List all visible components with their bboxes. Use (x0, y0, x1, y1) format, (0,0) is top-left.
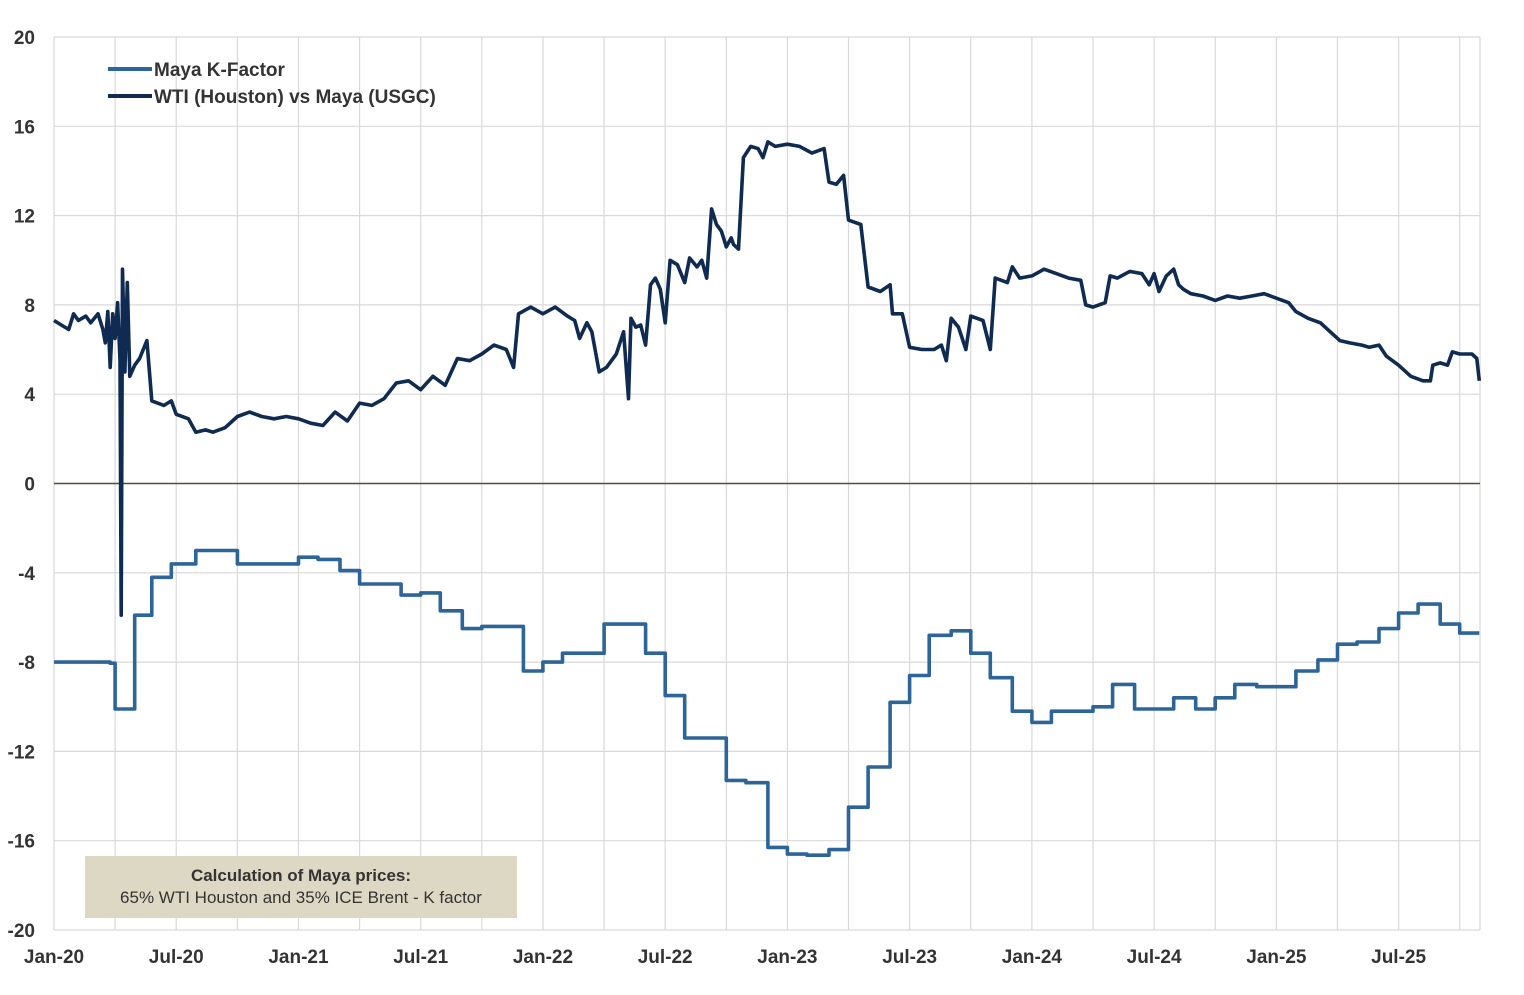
y-tick-label: -20 (8, 921, 35, 942)
x-tick-label: Jan-23 (757, 947, 817, 968)
series-lines (53, 140, 1482, 857)
y-tick-label: -4 (18, 564, 35, 585)
legend-label-wti-maya: WTI (Houston) vs Maya (USGC) (154, 87, 436, 108)
legend: Maya K-Factor WTI (Houston) vs Maya (USG… (108, 60, 436, 108)
y-tick-label: -12 (8, 742, 35, 763)
x-tick-label: Jul-25 (1371, 947, 1426, 968)
x-tick-label: Jul-23 (882, 947, 937, 968)
y-tick-label: -8 (18, 653, 35, 674)
x-tick-label: Jan-25 (1246, 947, 1307, 968)
note-title: Calculation of Maya prices: (190, 866, 412, 885)
y-tick-label: -16 (8, 832, 35, 853)
y-tick-label: 20 (14, 28, 35, 49)
y-tick-label: 4 (24, 385, 35, 406)
y-axis-ticks: 20 16 12 8 4 0 -4 -8 -12 -16 -20 (8, 28, 36, 942)
series-line-k-factor (54, 548, 1480, 857)
x-tick-label: Jan-24 (1002, 947, 1063, 968)
x-tick-label: Jul-22 (638, 947, 693, 968)
x-tick-label: Jul-21 (393, 947, 448, 968)
x-tick-label: Jan-21 (268, 947, 329, 968)
y-tick-label: 0 (24, 475, 35, 496)
legend-label-k-factor: Maya K-Factor (154, 60, 286, 81)
y-tick-label: 12 (14, 207, 35, 228)
calculation-note: Calculation of Maya prices: 65% WTI Hous… (85, 856, 517, 918)
y-tick-label: 8 (24, 296, 35, 317)
x-tick-label: Jul-24 (1127, 947, 1182, 968)
y-tick-label: 16 (14, 117, 35, 138)
x-axis-ticks: Jan-20 Jul-20 Jan-21 Jul-21 Jan-22 Jul-22 Jan-… (24, 947, 1427, 968)
x-tick-label: Jul-20 (149, 947, 204, 968)
x-tick-label: Jan-20 (24, 947, 84, 968)
series-line-wti-maya (53, 140, 1482, 617)
x-tick-label: Jan-22 (513, 947, 573, 968)
note-body: 65% WTI Houston and 35% ICE Brent - K fa… (120, 888, 482, 907)
